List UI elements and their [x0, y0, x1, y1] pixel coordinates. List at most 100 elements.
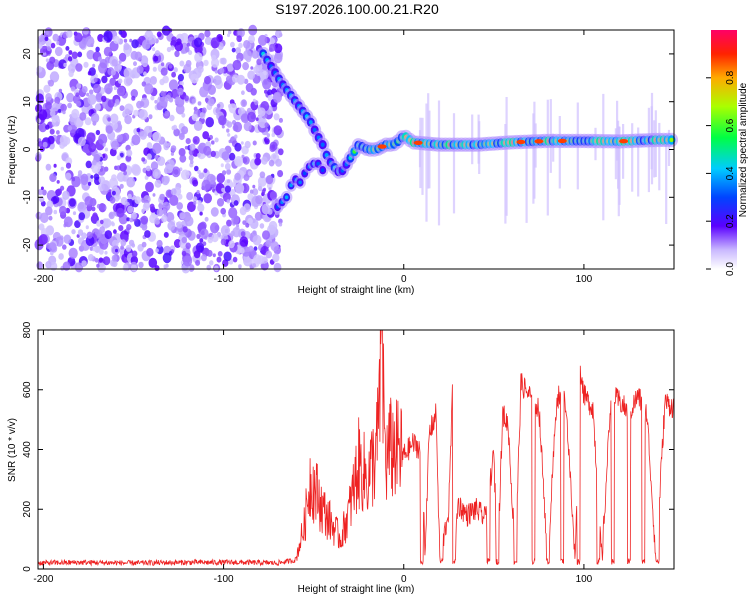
spectrogram-noise-blob	[199, 211, 203, 216]
spectrogram-noise-blob	[234, 142, 242, 152]
spectrogram-noise-blob	[86, 231, 93, 239]
spectrogram-streak	[602, 93, 605, 221]
spectrogram-noise-blob	[71, 229, 76, 235]
spectrogram-noise-blob	[62, 110, 66, 115]
spectrogram-hotspot	[534, 139, 544, 144]
spectrogram-noise-blob	[78, 39, 87, 49]
snr-x-tick-label: -100	[214, 574, 234, 585]
spectrogram-noise-blob	[254, 157, 261, 166]
spectrogram-noise-blob	[146, 247, 154, 257]
spectrogram-noise-blob	[84, 117, 92, 126]
spectrogram-noise-blob	[107, 117, 111, 122]
spectrogram-noise-blob	[234, 156, 244, 167]
spectrogram-noise-blob	[67, 125, 73, 131]
spectrogram-noise-blob	[120, 239, 127, 247]
spectrogram-noise-blob	[232, 59, 242, 71]
spectrogram-noise-blob	[154, 154, 158, 159]
spectrogram-noise-blob	[170, 188, 177, 196]
spectrogram-noise-blob	[197, 101, 202, 106]
spectrogram-noise-blob	[85, 36, 95, 48]
spectrogram-noise-blob	[124, 115, 132, 125]
spectrogram-noise-blob	[190, 159, 194, 165]
spectrogram-noise-blob	[184, 216, 194, 227]
spectrogram-streak	[421, 117, 424, 195]
spectrogram-noise-blob	[98, 248, 104, 255]
spectrogram-noise-blob	[131, 243, 136, 248]
spectrogram-noise-blob	[216, 103, 221, 109]
spectrogram-noise-blob	[92, 247, 97, 252]
spectrogram-noise-blob	[269, 43, 276, 52]
spectrogram-noise-blob	[126, 149, 133, 157]
spectrogram-noise-blob	[101, 75, 108, 84]
spectrogram-noise-blob	[111, 140, 119, 151]
spectrogram-noise-blob	[45, 261, 52, 269]
spectrogram-noise-blob	[214, 137, 219, 143]
spectrogram-noise-blob	[113, 229, 117, 234]
spectrogram-noise-blob	[181, 112, 186, 118]
spectrogram-noise-blob	[210, 150, 216, 158]
spectrogram-noise-blob	[177, 87, 184, 96]
spectrogram-noise-blob	[221, 151, 230, 161]
spectrogram-noise-blob	[143, 195, 151, 204]
spectrogram-noise-blob	[214, 69, 219, 74]
spectrogram-noise-blob	[116, 155, 121, 161]
spectrogram-noise-blob	[192, 196, 198, 202]
spectrogram-noise-blob	[213, 75, 222, 86]
spectrogram-noise-blob	[173, 67, 178, 73]
spectrogram-noise-blob	[156, 239, 163, 248]
spectrogram-noise-blob	[127, 205, 134, 214]
spectrogram-noise-blob	[110, 69, 116, 76]
spectrogram-noise-blob	[245, 55, 252, 63]
spectrogram-noise-blob	[98, 176, 106, 185]
spectrogram-noise-blob	[50, 251, 54, 256]
spectrogram-noise-blob	[226, 199, 231, 204]
spectrogram-streak	[622, 124, 625, 179]
spectrogram-noise-blob	[105, 125, 113, 134]
spectrogram-noise-blob	[253, 246, 258, 251]
spectrogram-ridge-core	[320, 168, 325, 173]
spectrogram-noise-blob	[57, 108, 62, 113]
spectrogram-noise-blob	[121, 30, 127, 39]
spectrogram-noise-blob	[54, 61, 59, 67]
spectrogram-noise-blob	[144, 230, 151, 238]
spectrogram-noise-blob	[126, 224, 132, 231]
spectrogram-noise-blob	[118, 52, 127, 62]
spectrogram-noise-blob	[228, 152, 236, 161]
spectrogram-noise-blob	[179, 212, 186, 220]
spectrogram-noise-blob	[199, 238, 204, 243]
spectrogram-ridge-core	[320, 142, 325, 147]
spectrogram-noise-blob	[227, 133, 231, 137]
spectrogram-noise-blob	[235, 182, 245, 194]
spectrogram-noise-blob	[195, 242, 205, 253]
spectrogram-noise-blob	[113, 35, 120, 44]
spectrogram-y-tick-label: -10	[22, 190, 33, 205]
spectrogram-noise-blob	[63, 62, 67, 68]
spectrogram-noise-blob	[118, 87, 124, 93]
spectrogram-noise-blob	[91, 159, 97, 166]
spectrogram-noise-blob	[199, 111, 206, 119]
spectrogram-noise-blob	[142, 39, 151, 50]
spectrogram-noise-blob	[221, 124, 225, 129]
spectrogram-noise-blob	[273, 113, 280, 121]
spectrogram-noise-blob	[264, 89, 268, 94]
spectrogram-noise-blob	[216, 173, 226, 184]
spectrogram-noise-blob	[243, 203, 251, 213]
spectrogram-noise-blob	[227, 33, 230, 38]
spectrogram-noise-blob	[77, 170, 83, 176]
spectrogram-noise-blob	[103, 46, 112, 57]
spectrogram-noise-blob	[208, 98, 215, 107]
spectrogram-noise-blob	[272, 253, 280, 263]
spectrogram-noise-blob	[224, 185, 231, 193]
snr-series-line	[37, 329, 675, 567]
spectrogram-noise-blob	[153, 55, 159, 62]
spectrogram-noise-blob	[43, 84, 51, 93]
spectrogram-noise-blob	[237, 107, 246, 116]
spectrogram-noise-blob	[239, 236, 249, 247]
spectrogram-noise-blob	[247, 217, 253, 225]
spectrogram-noise-blob	[212, 253, 216, 258]
spectrogram-noise-blob	[232, 182, 236, 188]
spectrogram-noise-blob	[81, 260, 87, 267]
spectrogram-noise-blob	[273, 52, 283, 64]
spectrogram-streak	[647, 107, 650, 193]
spectrogram-noise-blob	[120, 245, 124, 250]
